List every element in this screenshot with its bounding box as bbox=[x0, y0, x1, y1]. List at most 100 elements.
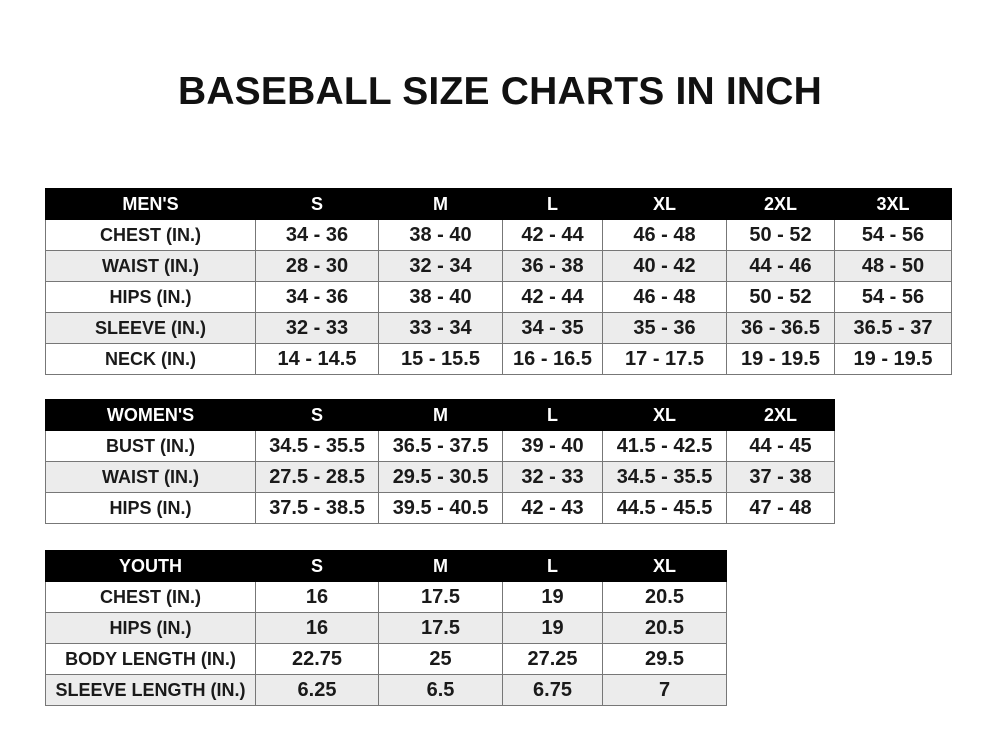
size-value: 6.75 bbox=[502, 674, 603, 706]
table-row: HIPS (IN.) 37.5 - 38.5 39.5 - 40.5 42 - 43 4… bbox=[45, 492, 835, 524]
table-row: WAIST (IN.) 28 - 30 32 - 34 36 - 38 40 - 42 4… bbox=[45, 250, 952, 282]
category-header: YOUTH bbox=[45, 550, 256, 582]
size-value: 33 - 34 bbox=[378, 312, 503, 344]
size-value: 19 - 19.5 bbox=[834, 343, 952, 375]
size-value: 50 - 52 bbox=[726, 219, 835, 251]
measurement-label: BUST (IN.) bbox=[45, 430, 256, 462]
size-value: 16 bbox=[255, 612, 379, 644]
size-value: 38 - 40 bbox=[378, 219, 503, 251]
size-value: 50 - 52 bbox=[726, 281, 835, 313]
size-value: 42 - 44 bbox=[502, 281, 603, 313]
table-row: BUST (IN.) 34.5 - 35.5 36.5 - 37.5 39 - 40 4… bbox=[45, 430, 835, 462]
size-value: 25 bbox=[378, 643, 503, 675]
size-header: S bbox=[255, 188, 379, 220]
youth-size-table: YOUTH S M L XL CHEST (IN.) 16 17.5 19 20.5 HIPS (I… bbox=[45, 550, 727, 706]
size-value: 35 - 36 bbox=[602, 312, 727, 344]
size-value: 6.5 bbox=[378, 674, 503, 706]
size-value: 19 bbox=[502, 612, 603, 644]
size-value: 28 - 30 bbox=[255, 250, 379, 282]
size-value: 37 - 38 bbox=[726, 461, 835, 493]
size-header: 2XL bbox=[726, 188, 835, 220]
size-value: 14 - 14.5 bbox=[255, 343, 379, 375]
measurement-label: CHEST (IN.) bbox=[45, 581, 256, 613]
header-row: WOMEN'S S M L XL 2XL bbox=[45, 399, 835, 431]
size-value: 34 - 35 bbox=[502, 312, 603, 344]
size-value: 20.5 bbox=[602, 612, 727, 644]
mens-size-table: MEN'S S M L XL 2XL 3XL CHEST (IN.) 34 - 36 38 - 4… bbox=[45, 188, 952, 375]
size-header: M bbox=[378, 399, 503, 431]
size-value: 40 - 42 bbox=[602, 250, 727, 282]
measurement-label: WAIST (IN.) bbox=[45, 250, 256, 282]
size-value: 42 - 43 bbox=[502, 492, 603, 524]
size-value: 36.5 - 37 bbox=[834, 312, 952, 344]
size-value: 34 - 36 bbox=[255, 219, 379, 251]
measurement-label: HIPS (IN.) bbox=[45, 492, 256, 524]
size-header: L bbox=[502, 550, 603, 582]
size-value: 7 bbox=[602, 674, 727, 706]
size-value: 48 - 50 bbox=[834, 250, 952, 282]
page-title: BASEBALL SIZE CHARTS IN INCH bbox=[177, 70, 823, 113]
size-value: 16 - 16.5 bbox=[502, 343, 603, 375]
table-row: SLEEVE (IN.) 32 - 33 33 - 34 34 - 35 35 - 36… bbox=[45, 312, 952, 344]
size-value: 19 bbox=[502, 581, 603, 613]
size-value: 44.5 - 45.5 bbox=[602, 492, 727, 524]
table-row: HIPS (IN.) 16 17.5 19 20.5 bbox=[45, 612, 727, 644]
size-value: 17.5 bbox=[378, 612, 503, 644]
category-header: WOMEN'S bbox=[45, 399, 256, 431]
size-value: 32 - 33 bbox=[255, 312, 379, 344]
size-value: 54 - 56 bbox=[834, 281, 952, 313]
measurement-label: BODY LENGTH (IN.) bbox=[45, 643, 256, 675]
size-value: 34.5 - 35.5 bbox=[255, 430, 379, 462]
table-row: CHEST (IN.) 34 - 36 38 - 40 42 - 44 46 - 48 5… bbox=[45, 219, 952, 251]
table-row: WAIST (IN.) 27.5 - 28.5 29.5 - 30.5 32 - 33… bbox=[45, 461, 835, 493]
size-header: L bbox=[502, 188, 603, 220]
size-value: 20.5 bbox=[602, 581, 727, 613]
size-value: 41.5 - 42.5 bbox=[602, 430, 727, 462]
size-value: 46 - 48 bbox=[602, 281, 727, 313]
size-value: 36.5 - 37.5 bbox=[378, 430, 503, 462]
size-value: 19 - 19.5 bbox=[726, 343, 835, 375]
size-value: 54 - 56 bbox=[834, 219, 952, 251]
size-value: 44 - 46 bbox=[726, 250, 835, 282]
table-row: NECK (IN.) 14 - 14.5 15 - 15.5 16 - 16.5 17 … bbox=[45, 343, 952, 375]
size-header: L bbox=[502, 399, 603, 431]
size-value: 32 - 33 bbox=[502, 461, 603, 493]
size-header: 2XL bbox=[726, 399, 835, 431]
size-value: 36 - 36.5 bbox=[726, 312, 835, 344]
size-value: 27.25 bbox=[502, 643, 603, 675]
size-header: XL bbox=[602, 399, 727, 431]
size-header: XL bbox=[602, 550, 727, 582]
category-header: MEN'S bbox=[45, 188, 256, 220]
size-value: 22.75 bbox=[255, 643, 379, 675]
size-value: 6.25 bbox=[255, 674, 379, 706]
size-value: 17 - 17.5 bbox=[602, 343, 727, 375]
table-row: BODY LENGTH (IN.) 22.75 25 27.25 29.5 bbox=[45, 643, 727, 675]
measurement-label: CHEST (IN.) bbox=[45, 219, 256, 251]
size-header: 3XL bbox=[834, 188, 952, 220]
size-value: 38 - 40 bbox=[378, 281, 503, 313]
header-row: MEN'S S M L XL 2XL 3XL bbox=[45, 188, 952, 220]
womens-size-table: WOMEN'S S M L XL 2XL BUST (IN.) 34.5 - 35.5 36.5… bbox=[45, 399, 835, 524]
table-row: CHEST (IN.) 16 17.5 19 20.5 bbox=[45, 581, 727, 613]
measurement-label: HIPS (IN.) bbox=[45, 281, 256, 313]
size-value: 27.5 - 28.5 bbox=[255, 461, 379, 493]
size-value: 37.5 - 38.5 bbox=[255, 492, 379, 524]
measurement-label: HIPS (IN.) bbox=[45, 612, 256, 644]
size-header: XL bbox=[602, 188, 727, 220]
header-row: YOUTH S M L XL bbox=[45, 550, 727, 582]
size-value: 29.5 - 30.5 bbox=[378, 461, 503, 493]
size-header: S bbox=[255, 399, 379, 431]
size-value: 47 - 48 bbox=[726, 492, 835, 524]
table-row: SLEEVE LENGTH (IN.) 6.25 6.5 6.75 7 bbox=[45, 674, 727, 706]
size-value: 34.5 - 35.5 bbox=[602, 461, 727, 493]
size-value: 34 - 36 bbox=[255, 281, 379, 313]
size-value: 42 - 44 bbox=[502, 219, 603, 251]
size-header: S bbox=[255, 550, 379, 582]
size-value: 17.5 bbox=[378, 581, 503, 613]
table-row: HIPS (IN.) 34 - 36 38 - 40 42 - 44 46 - 48 50… bbox=[45, 281, 952, 313]
size-value: 46 - 48 bbox=[602, 219, 727, 251]
measurement-label: WAIST (IN.) bbox=[45, 461, 256, 493]
size-value: 15 - 15.5 bbox=[378, 343, 503, 375]
size-value: 44 - 45 bbox=[726, 430, 835, 462]
size-value: 29.5 bbox=[602, 643, 727, 675]
